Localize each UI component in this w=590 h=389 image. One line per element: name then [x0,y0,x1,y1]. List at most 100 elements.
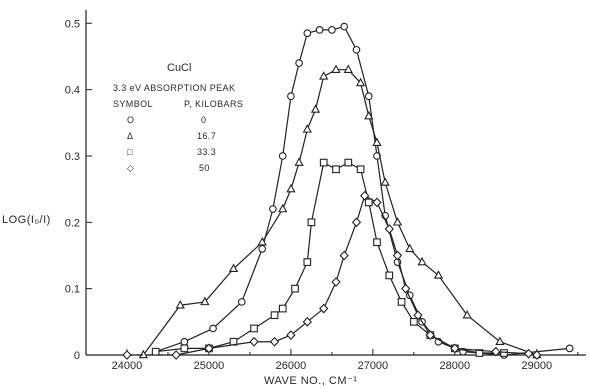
point-triangle-3 [228,263,239,273]
point-triangle-8 [302,124,312,133]
point-square-22 [500,349,508,357]
point-diamond-0 [122,350,132,360]
point-diamond-8 [331,277,341,287]
point-triangle-4 [257,236,267,246]
point-square-13 [356,165,365,174]
legend-symbol-2: □ [127,147,133,157]
point-circle-6 [278,152,287,160]
point-triangle-7 [294,157,304,166]
point-square-7 [291,284,299,293]
point-triangle-21 [462,309,472,319]
point-triangle-12 [343,64,353,73]
point-diamond-16 [413,310,423,321]
chart-subtitle: 3.3 eV ABSORPTION PEAK [113,83,235,93]
legend-symbol-1: Δ [127,131,133,141]
point-circle-7 [287,92,295,101]
point-triangle-20 [433,270,444,279]
x-tick-label-0: 24000 [112,360,143,372]
point-circle-4 [258,244,267,253]
point-triangle-17 [392,217,403,226]
chart-series [122,22,574,360]
point-diamond-7 [319,303,329,314]
point-triangle-5 [278,203,288,213]
y-tick-label-0: 0 [74,350,80,362]
x-tick-label-4: 28000 [440,360,471,372]
point-triangle-13 [355,77,366,87]
x-tick-label-2: 26000 [276,360,307,372]
point-triangle-14 [364,110,374,120]
point-diamond-11 [360,190,370,201]
legend-symbol-3: ◇ [127,163,134,173]
point-triangle-10 [319,71,329,80]
point-circle-8 [295,59,303,67]
y-tick-label-5: 0.5 [65,18,80,30]
x-tick-label-1: 25000 [194,360,225,372]
point-circle-9 [303,29,312,38]
series-triangle-line [142,69,538,356]
point-square-16 [385,271,394,280]
series-diamond [122,190,542,360]
point-square-15 [373,238,381,247]
point-triangle-22 [495,336,505,345]
point-triangle-0 [138,349,149,359]
point-diamond-10 [351,217,362,228]
chart-legend: CuCl 3.3 eV ABSORPTION PEAK SYMBOL P, KI… [113,62,243,173]
point-square-8 [303,258,312,266]
point-diamond-6 [302,316,312,327]
point-diamond-12 [372,197,382,208]
point-square-17 [397,298,406,306]
point-triangle-19 [417,256,427,266]
point-square-10 [319,158,328,167]
point-triangle-15 [372,137,382,146]
point-triangle-1 [175,299,185,309]
chart-axes: 0 0.1 0.2 0.3 0.4 0.5 24000 25000 26000 27000 2800… [65,10,586,372]
point-diamond-9 [339,250,349,261]
point-triangle-9 [310,104,321,113]
legend-header-symbol: SYMBOL [113,99,153,109]
point-circle-11 [328,26,336,34]
point-square-4 [250,324,258,333]
series-triangle [138,64,542,359]
point-diamond-13 [384,224,394,234]
point-circle-10 [315,26,324,34]
point-diamond-17 [425,330,435,340]
point-diamond-18 [450,343,460,354]
point-circle-13 [352,45,361,54]
point-square-14 [364,198,373,207]
x-tick-label-5: 29000 [522,360,553,372]
legend-value-1: 16.7 [197,131,216,141]
y-tick-label-1: 0.1 [65,284,80,296]
point-square-6 [278,304,287,313]
point-square-21 [475,349,484,357]
point-diamond-2 [204,343,214,354]
point-square-12 [344,158,353,167]
series-square-line [155,161,505,354]
point-circle-1 [180,337,189,346]
point-triangle-6 [286,183,296,193]
series-square [151,158,508,357]
point-square-1 [180,344,189,353]
point-triangle-2 [200,296,210,306]
point-circle-2 [209,324,217,333]
y-tick-label-4: 0.4 [65,85,80,97]
y-tick-label-3: 0.3 [65,151,80,163]
y-axis-label: LOG(I₀/I) [2,214,51,226]
point-diamond-19 [491,346,501,357]
series-circle-line [155,25,570,356]
point-square-5 [270,311,279,320]
series-circle [151,22,574,359]
x-tick-label-3: 27000 [358,360,389,372]
point-diamond-21 [532,350,542,360]
chart-title: CuCl [167,62,191,74]
point-circle-12 [340,22,349,31]
point-triangle-11 [331,64,341,73]
legend-symbol-0: O [127,115,134,125]
point-diamond-4 [269,336,280,347]
point-square-9 [307,218,316,227]
legend-header-param: P, KILOBARS [184,99,243,109]
legend-value-3: 50 [199,163,210,173]
point-circle-14 [364,92,373,101]
point-triangle-18 [405,243,415,253]
point-circle-3 [237,298,246,306]
